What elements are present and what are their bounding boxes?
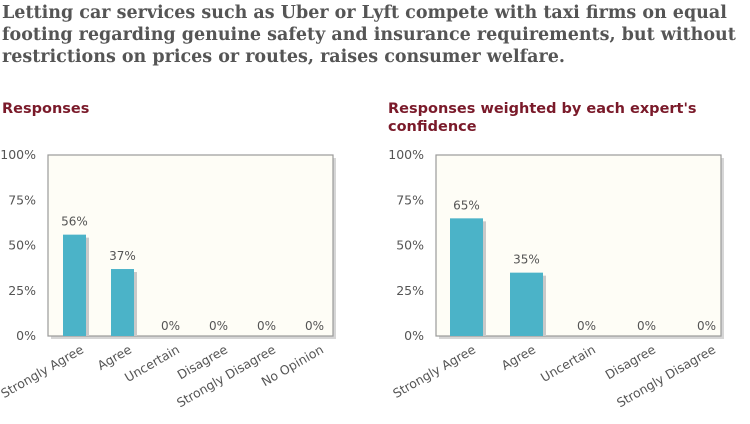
bar	[510, 272, 543, 336]
plot-area	[47, 154, 334, 337]
y-tick-label: 100%	[388, 147, 424, 162]
value-label: 0%	[577, 319, 596, 333]
value-label: 35%	[513, 253, 540, 267]
y-tick-label: 75%	[8, 192, 36, 207]
y-tick-label: 25%	[396, 283, 424, 298]
value-label: 0%	[697, 319, 716, 333]
question-text: Letting car services such as Uber or Lyf…	[2, 3, 736, 67]
y-tick-label: 100%	[0, 147, 36, 162]
y-tick-label: 50%	[8, 238, 36, 253]
y-tick-label: 50%	[396, 238, 424, 253]
value-label: 56%	[61, 215, 88, 229]
category-label: Strongly Agree	[390, 341, 478, 401]
y-tick-label: 25%	[8, 283, 36, 298]
value-label: 0%	[305, 319, 324, 333]
bar	[63, 234, 86, 336]
bar	[111, 269, 134, 336]
category-label: Strongly Disagree	[614, 341, 718, 410]
value-label: 65%	[453, 198, 480, 212]
category-label: Agree	[499, 341, 539, 373]
y-tick-label: 0%	[16, 328, 36, 343]
y-tick-label: 0%	[404, 328, 424, 343]
value-label: 37%	[109, 249, 136, 263]
chart-title-responses: Responses	[2, 101, 90, 117]
bar	[450, 218, 483, 336]
chart-title-weighted: Responses weighted by each expert's conf…	[388, 101, 697, 135]
y-tick-label: 75%	[396, 192, 424, 207]
value-label: 0%	[637, 319, 656, 333]
value-label: 0%	[209, 319, 228, 333]
value-label: 0%	[257, 319, 276, 333]
value-label: 0%	[161, 319, 180, 333]
category-label: Uncertain	[538, 342, 598, 385]
